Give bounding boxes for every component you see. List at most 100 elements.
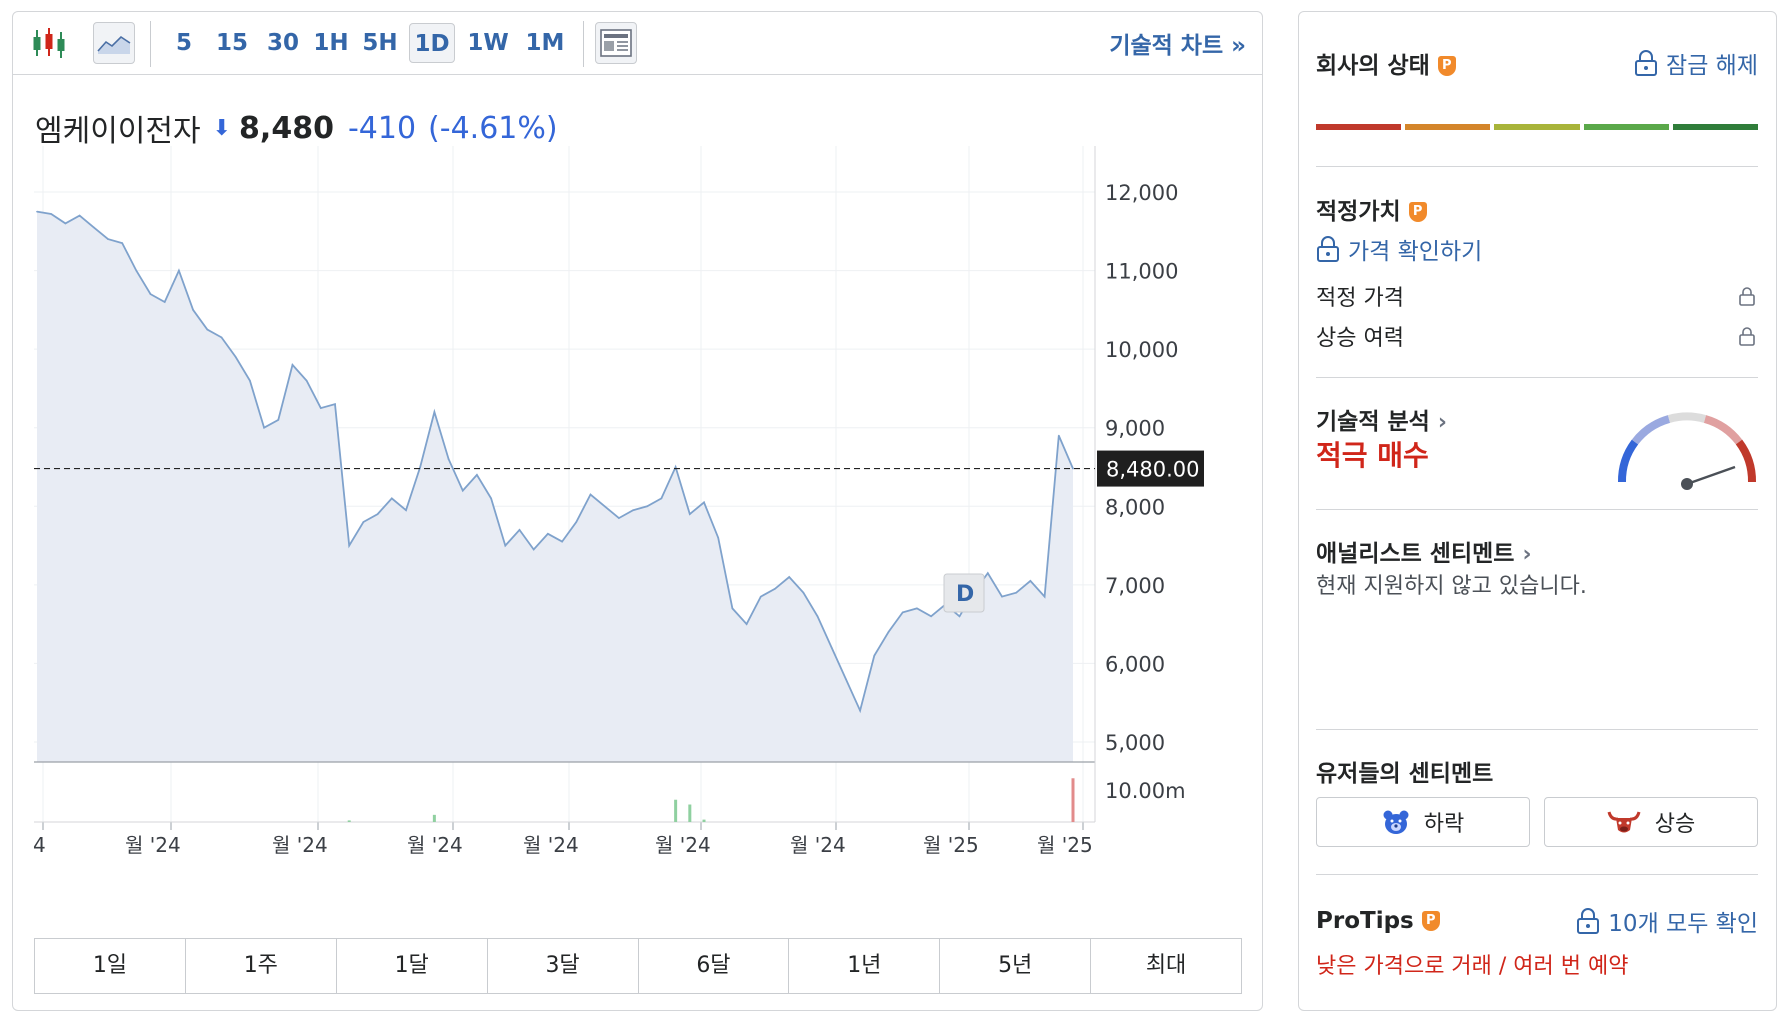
chart-toolbar: 5 15 30 1H 5H 1D 1W 1M 기술적 차트 »: [13, 12, 1262, 75]
price-point: [121, 242, 123, 244]
price-point: [674, 466, 677, 468]
tech-title-text: 기술적 분석: [1316, 409, 1430, 435]
health-title-text: 회사의 상태: [1316, 53, 1430, 79]
price-point: [249, 379, 251, 382]
unlock-link[interactable]: 잠금 해제: [1634, 46, 1758, 80]
price-point: [532, 548, 535, 551]
bull-label: 상승: [1654, 812, 1696, 837]
health-segment: [1494, 124, 1580, 130]
price-point: [36, 210, 38, 213]
timeframe-1d[interactable]: 1D: [409, 23, 455, 63]
price-point: [135, 269, 138, 272]
protips-title-text: ProTips: [1316, 908, 1414, 934]
fair-value-title: 적정가치 P: [1316, 192, 1427, 226]
price-point: [163, 301, 166, 303]
price-point: [348, 544, 351, 547]
price-point: [717, 536, 720, 539]
price-point: [759, 595, 762, 598]
range-selector: 1일 1주 1달 3달 6달 1년 5년 최대: [34, 938, 1242, 994]
lock-icon: [1635, 50, 1658, 76]
volume-axis-label: 10.00m: [1105, 779, 1186, 803]
x-tick-label: 월 '25: [1037, 833, 1093, 857]
protips-link-label: 10개 모두 확인: [1608, 911, 1758, 937]
price-point: [291, 364, 294, 366]
stock-price: 8,480: [239, 110, 334, 146]
volume-bar: [1071, 778, 1075, 822]
candlestick-icon[interactable]: [28, 22, 70, 64]
tech-analysis-link[interactable]: 기술적 분석 ›: [1316, 402, 1447, 436]
unlock-label: 잠금 해제: [1666, 53, 1758, 79]
chevron-right-icon: ›: [1437, 410, 1447, 435]
price-point: [305, 379, 308, 382]
x-tick-label: 월 '24: [407, 833, 463, 857]
price-point: [987, 572, 989, 574]
price-change: -410: [347, 110, 417, 146]
pro-badge-icon: P: [1437, 56, 1456, 76]
toolbar-divider: [150, 21, 151, 67]
divider: [1316, 377, 1758, 378]
volume-bar: [347, 820, 351, 822]
range-1d[interactable]: 1일: [35, 939, 186, 993]
price-point: [220, 336, 223, 339]
area-chart-icon[interactable]: [93, 22, 135, 64]
timeframe-30[interactable]: 30: [266, 30, 299, 56]
range-1w[interactable]: 1주: [186, 939, 337, 993]
protips-title: ProTips P: [1316, 908, 1440, 934]
last-price-label: 8,480.00: [1106, 458, 1200, 482]
bearish-button[interactable]: 하락: [1316, 797, 1530, 847]
price-point: [873, 654, 876, 657]
price-point: [745, 623, 748, 625]
price-point: [206, 328, 209, 331]
technical-chart-link[interactable]: 기술적 차트 »: [1109, 33, 1246, 59]
timeframe-5[interactable]: 5: [175, 30, 192, 56]
timeframe-1m[interactable]: 1M: [525, 30, 565, 56]
price-point: [618, 517, 620, 519]
stock-name: 엠케이이전자: [35, 114, 201, 149]
range-5y[interactable]: 5년: [940, 939, 1092, 993]
range-1y[interactable]: 1년: [789, 939, 941, 993]
analyst-unavailable: 현재 지원하지 않고 있습니다.: [1316, 574, 1587, 599]
divider: [1316, 166, 1758, 167]
price-point: [320, 407, 322, 409]
range-6m[interactable]: 6달: [639, 939, 790, 993]
range-max[interactable]: 최대: [1145, 953, 1187, 978]
bear-label: 하락: [1423, 812, 1465, 837]
bullish-button[interactable]: 상승: [1544, 797, 1758, 847]
x-tick-label: 월 '25: [923, 833, 979, 857]
price-point: [646, 505, 649, 508]
price-area: [37, 211, 1073, 763]
protips-view-all-link[interactable]: 10개 모두 확인: [1576, 904, 1758, 938]
price-point: [461, 489, 464, 492]
price-point: [958, 615, 961, 618]
price-point: [1029, 580, 1032, 582]
check-price-link[interactable]: 가격 확인하기: [1316, 232, 1482, 266]
volume-bar: [674, 799, 678, 822]
event-marker-label: D: [956, 582, 974, 607]
y-tick-label: 8,000: [1105, 495, 1165, 519]
timeframe-1w[interactable]: 1W: [467, 30, 509, 56]
price-point: [731, 607, 734, 610]
health-segment: [1405, 124, 1491, 130]
protip-item: 낮은 가격으로 거래 / 여러 번 예약: [1316, 954, 1629, 979]
price-point: [703, 501, 705, 504]
news-layout-icon[interactable]: [595, 22, 637, 64]
lock-icon: [1317, 236, 1339, 262]
price-point: [107, 238, 109, 240]
range-1m[interactable]: 1달: [337, 939, 488, 993]
upside-label: 상승 여력: [1316, 326, 1404, 351]
timeframe-5h[interactable]: 5H: [362, 30, 398, 56]
x-tick-label: 월 '24: [523, 833, 579, 857]
side-panel: 회사의 상태 P 잠금 해제 적정가치 P 가격 확인하기 적정 가격 상승 여력 …: [1298, 11, 1777, 1011]
analyst-sentiment-link[interactable]: 애널리스트 센티멘트 ›: [1316, 534, 1532, 568]
timeframe-1h[interactable]: 1H: [313, 30, 349, 56]
chart-panel: 5 15 30 1H 5H 1D 1W 1M 기술적 차트 » 엠케이이전자 ⬇…: [12, 11, 1263, 1011]
range-3m[interactable]: 3달: [488, 939, 639, 993]
x-tick-label: 월 '24: [655, 833, 711, 857]
fair-price-label: 적정 가격: [1316, 286, 1404, 311]
price-point: [50, 213, 52, 215]
price-point: [490, 497, 492, 500]
timeframe-15[interactable]: 15: [215, 30, 248, 56]
price-point: [476, 474, 478, 476]
price-chart[interactable]: 12,000 11,000 10,000 9,000 8,000 7,000 6,000 5,…: [13, 12, 1263, 932]
y-tick-label: 6,000: [1105, 652, 1165, 676]
